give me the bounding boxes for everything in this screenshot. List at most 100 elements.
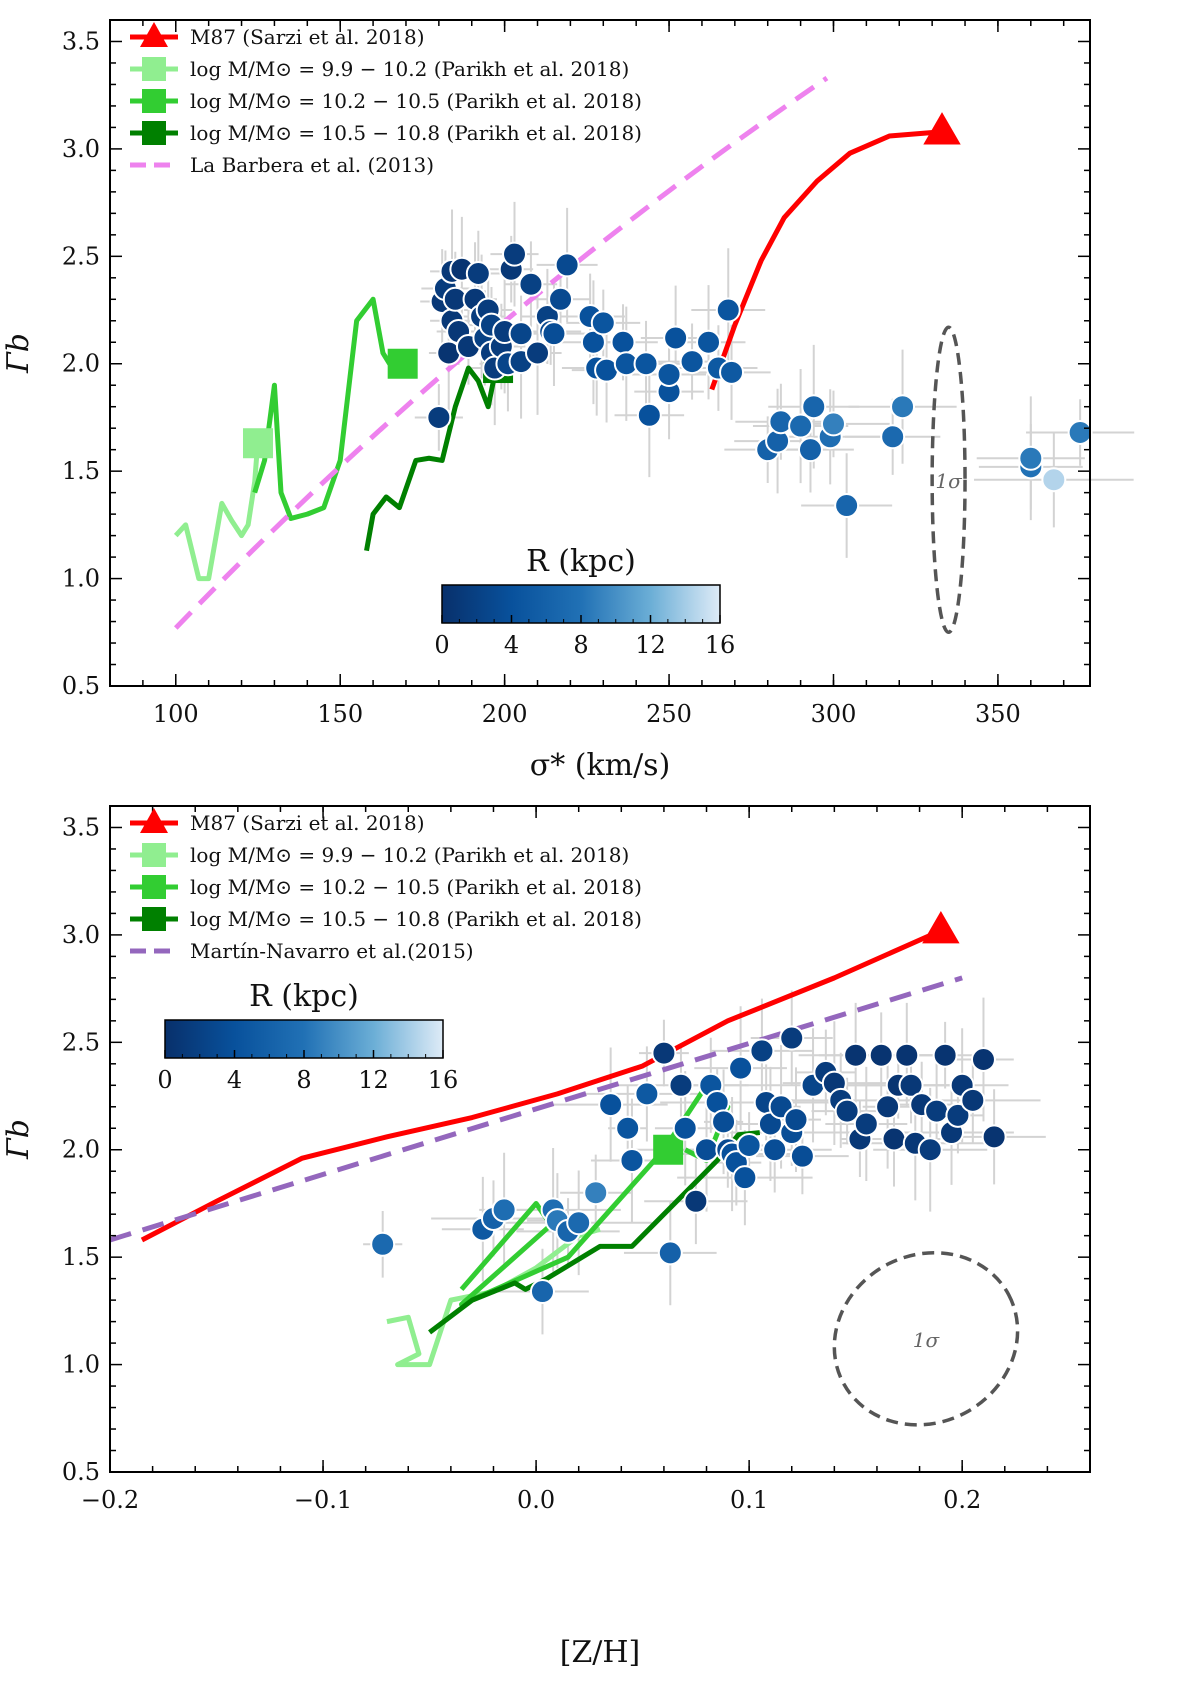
data-point xyxy=(788,413,814,439)
x-tick-label: 0.1 xyxy=(730,1486,768,1514)
ticks xyxy=(109,19,1090,687)
colorbar-tick-label: 8 xyxy=(296,1066,311,1094)
data-point xyxy=(890,394,916,420)
x-tick-label: 0.0 xyxy=(517,1486,555,1514)
data-point xyxy=(580,329,606,355)
data-point xyxy=(1018,445,1044,471)
y-tick-label: 2.0 xyxy=(62,350,100,378)
y-tick-label: 0.5 xyxy=(62,672,100,700)
data-point xyxy=(491,1197,517,1223)
data-point xyxy=(932,1042,958,1068)
data-points xyxy=(370,1025,1007,1305)
data-point xyxy=(668,1072,694,1098)
data-points xyxy=(426,241,1093,519)
data-point xyxy=(554,252,580,278)
data-point xyxy=(525,340,551,366)
marker-1 xyxy=(923,112,961,145)
data-point xyxy=(657,1240,683,1266)
legend-marker-4 xyxy=(142,907,166,931)
data-point xyxy=(924,1098,950,1124)
data-point xyxy=(683,1188,709,1214)
colorbar: R (kpc) 0 4 8 12 16 xyxy=(434,544,735,659)
legend: M87 (Sarzi et al. 2018) log M/M⊙ = 9.9 − … xyxy=(130,808,642,963)
y-axis-label: Γb xyxy=(1,333,36,374)
legend-marker-2 xyxy=(142,843,166,867)
marker-2 xyxy=(242,428,273,459)
data-point xyxy=(566,1210,592,1236)
data-point xyxy=(651,1040,677,1066)
x-tick-label: −0.2 xyxy=(81,1486,139,1514)
y-tick-label: 1.5 xyxy=(62,457,100,485)
x-tick-label: 350 xyxy=(975,700,1021,728)
data-point xyxy=(672,1115,698,1141)
y-tick-label: 1.5 xyxy=(62,1243,100,1271)
series-line-2 xyxy=(173,438,261,582)
data-point xyxy=(894,1042,920,1068)
data-point xyxy=(898,1072,924,1098)
plot-frame xyxy=(109,805,1091,1473)
data-point xyxy=(970,1047,996,1073)
legend-marker-4 xyxy=(142,121,166,145)
y-tick-label: 2.0 xyxy=(62,1136,100,1164)
data-point xyxy=(694,1137,720,1163)
y-tick-label: 1.0 xyxy=(62,1351,100,1379)
data-point xyxy=(749,1038,775,1064)
data-point xyxy=(426,404,452,430)
sigma-ellipse xyxy=(832,1250,1020,1427)
x-tick-label: 150 xyxy=(317,700,363,728)
data-point xyxy=(598,1092,624,1118)
data-point xyxy=(501,241,527,267)
colorbar-title: R (kpc) xyxy=(249,979,359,1014)
legend-marker-3 xyxy=(142,875,166,899)
data-point xyxy=(529,1279,555,1305)
data-point xyxy=(880,424,906,450)
colorbar-tick-label: 16 xyxy=(428,1066,459,1094)
data-point xyxy=(508,321,534,347)
x-tick-label: −0.1 xyxy=(294,1486,352,1514)
data-point xyxy=(875,1094,901,1120)
data-point xyxy=(881,1126,907,1152)
data-point xyxy=(615,1115,641,1141)
legend-label-1: M87 (Sarzi et al. 2018) xyxy=(190,25,425,49)
colorbar-tick-label: 16 xyxy=(705,631,736,659)
colorbar-tick-label: 8 xyxy=(573,631,588,659)
data-point xyxy=(917,1137,943,1163)
y-tick-label: 3.5 xyxy=(62,27,100,55)
legend-label-5: La Barbera et al. (2013) xyxy=(190,153,434,177)
data-point xyxy=(663,325,689,351)
colorbar-tick-label: 12 xyxy=(358,1066,389,1094)
colorbar-tick-label: 4 xyxy=(227,1066,242,1094)
colorbar: R (kpc) 0 4 8 12 16 xyxy=(157,979,458,1094)
data-point xyxy=(719,359,745,385)
data-point xyxy=(728,1055,754,1081)
series-line-4 xyxy=(364,365,498,552)
legend-label-2: log M/M⊙ = 9.9 − 10.2 (Parikh et al. 201… xyxy=(190,843,629,867)
legend-marker-3 xyxy=(142,89,166,113)
data-point xyxy=(981,1124,1007,1150)
data-point xyxy=(868,1042,894,1068)
y-tick-label: 1.0 xyxy=(62,565,100,593)
data-point xyxy=(715,297,741,323)
legend-marker-1 xyxy=(140,22,168,47)
x-axis-label: σ* (km/s) xyxy=(530,748,671,783)
data-point xyxy=(779,1025,805,1051)
x-axis-label: [Z/H] xyxy=(560,1635,641,1670)
data-point xyxy=(370,1231,396,1257)
x-tick-label: 200 xyxy=(482,700,528,728)
legend-label-4: log M/M⊙ = 10.5 − 10.8 (Parikh et al. 20… xyxy=(190,121,642,145)
x-tick-label: 250 xyxy=(646,700,692,728)
data-point xyxy=(1067,419,1093,445)
series-line-5 xyxy=(109,975,963,1243)
data-point xyxy=(1041,467,1067,493)
series-line-3 xyxy=(252,296,400,521)
marker-2 xyxy=(653,1134,684,1165)
data-point xyxy=(548,286,574,312)
data-point xyxy=(843,1042,869,1068)
data-point xyxy=(634,1081,660,1107)
legend-marker-2 xyxy=(142,57,166,81)
sigma-ellipse xyxy=(930,325,967,635)
panel-1: 1σ 100 150 200 250 300 350 0.5 1.0 1.5 2.0 2.5 3.0 3.… xyxy=(1,19,1135,783)
legend: M87 (Sarzi et al. 2018) log M/M⊙ = 9.9 − … xyxy=(130,22,642,177)
legend-label-5: Martín-Navarro et al.(2015) xyxy=(190,939,474,963)
data-point xyxy=(619,1147,645,1173)
